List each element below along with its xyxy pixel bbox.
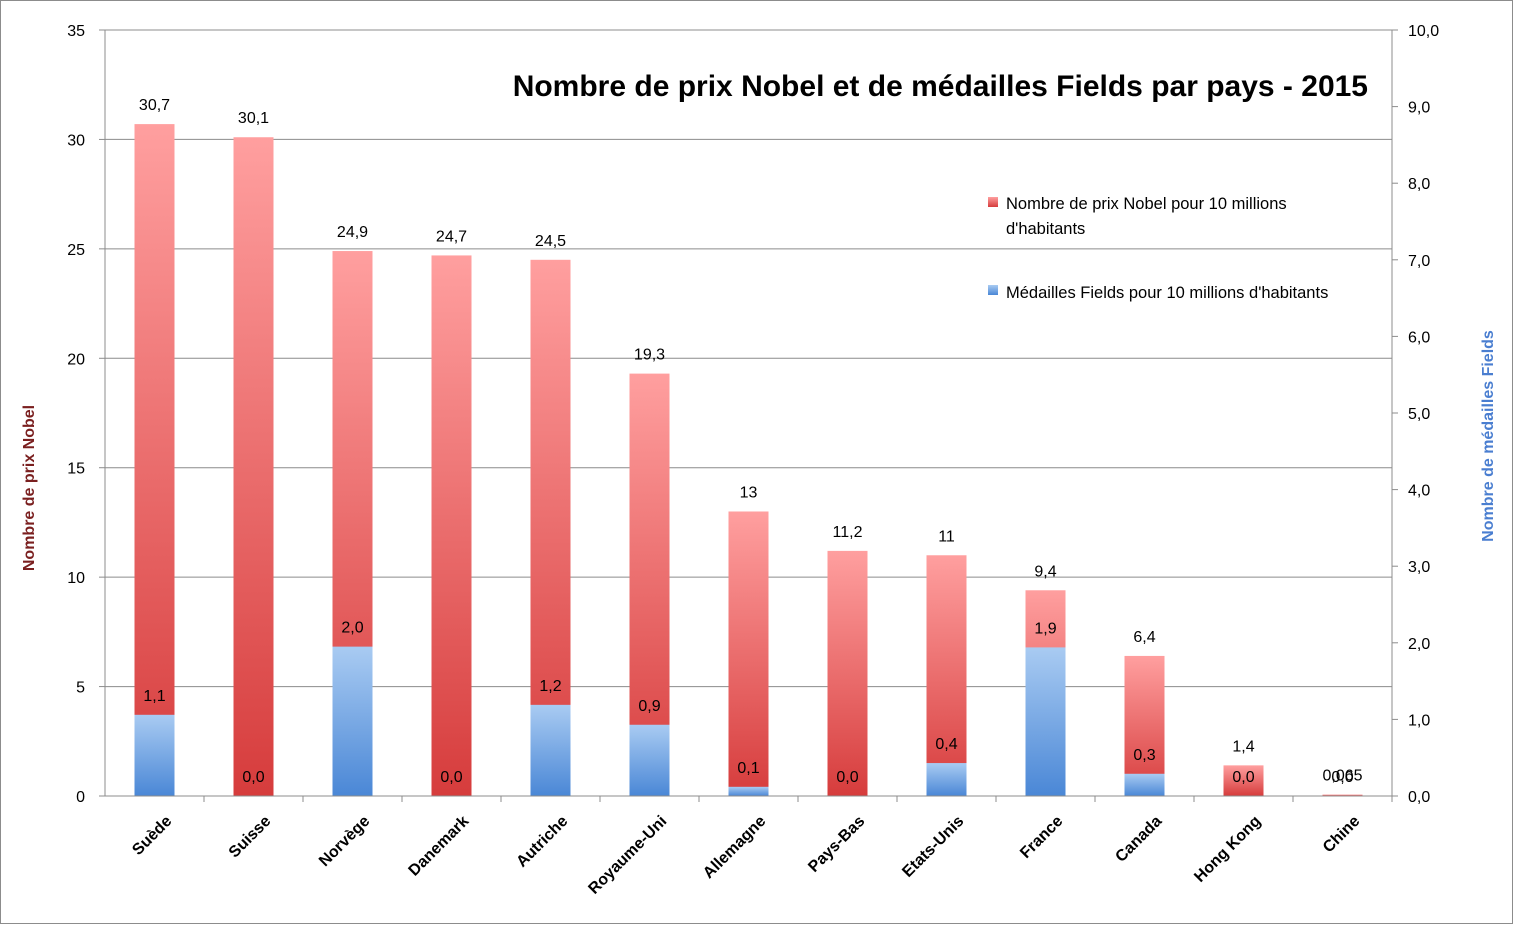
- data-label-fields: 1,1: [143, 688, 165, 705]
- bars: [134, 124, 1363, 797]
- bar-nobel: [827, 550, 868, 796]
- data-label-nobel: 13: [740, 484, 758, 501]
- y-tick-label-right: 6,0: [1408, 329, 1430, 346]
- data-label-fields: 0,0: [836, 769, 858, 786]
- bar-nobel: [134, 124, 175, 796]
- legend-swatch-fields: [988, 285, 998, 295]
- y-tick-label-left: 20: [67, 351, 85, 368]
- y-tick-label-left: 0: [76, 789, 85, 806]
- bar-fields: [926, 763, 967, 796]
- data-label-nobel: 24,7: [436, 228, 467, 245]
- data-label-nobel: 24,5: [535, 233, 566, 250]
- data-label-fields: 0,0: [1331, 769, 1353, 786]
- data-label-nobel: 9,4: [1034, 563, 1056, 580]
- data-label-nobel: 30,7: [139, 97, 170, 114]
- y-tick-label-left: 35: [67, 23, 85, 40]
- data-label-fields: 0,0: [440, 769, 462, 786]
- bar-fields: [332, 646, 373, 796]
- data-label-nobel: 24,9: [337, 224, 368, 241]
- data-label-nobel: 11: [938, 528, 955, 545]
- bar-nobel: [1223, 765, 1264, 796]
- data-label-fields: 0,1: [737, 760, 759, 777]
- bar-nobel: [1322, 794, 1363, 796]
- data-label-fields: 0,4: [935, 736, 957, 753]
- bar-nobel: [233, 137, 274, 797]
- chart-title: Nombre de prix Nobel et de médailles Fie…: [513, 70, 1368, 103]
- data-label-fields: 0,3: [1133, 747, 1155, 764]
- y-tick-label-left: 15: [67, 461, 85, 478]
- data-label-nobel: 30,1: [238, 110, 269, 127]
- bar-fields: [629, 724, 670, 796]
- data-label-nobel: 11,2: [833, 524, 863, 541]
- y-tick-label-left: 10: [67, 570, 85, 587]
- data-label-fields: 0,0: [1232, 769, 1254, 786]
- y-tick-label-right: 4,0: [1408, 483, 1430, 500]
- y-tick-label-left: 25: [67, 242, 85, 259]
- y-tick-label-right: 5,0: [1408, 406, 1430, 423]
- bar-fields: [530, 704, 571, 796]
- y-tick-label-right: 1,0: [1408, 712, 1430, 729]
- y-axis-title-right: Nombre de médailles Fields: [1480, 330, 1497, 542]
- legend: Nombre de prix Nobel pour 10 millions d'…: [988, 195, 1328, 302]
- legend-swatch-nobel: [988, 197, 998, 207]
- y-tick-label-left: 30: [67, 132, 85, 149]
- y-tick-label-right: 2,0: [1408, 636, 1430, 653]
- y-tick-label-right: 10,0: [1408, 23, 1439, 40]
- bar-fields: [1025, 647, 1066, 796]
- y-axis-title-left: Nombre de prix Nobel: [21, 405, 38, 571]
- y-tick-label-right: 8,0: [1408, 176, 1430, 193]
- data-label-fields: 2,0: [341, 620, 363, 637]
- y-tick-label-right: 9,0: [1408, 100, 1430, 117]
- data-labels: 30,7 1,1 30,1 0,0 24,9 2,0 24,7 0,0 24,5 1,2 19,3 0…: [139, 97, 1363, 786]
- bar-nobel: [1124, 655, 1165, 796]
- data-label-nobel: 1,4: [1232, 738, 1254, 755]
- bar-fields: [728, 786, 769, 796]
- bar-nobel: [431, 255, 472, 796]
- bar-nobel: [926, 555, 967, 796]
- data-label-fields: 1,2: [539, 678, 561, 695]
- y-tick-label-left: 5: [76, 680, 85, 697]
- data-label-nobel: 0,065: [1322, 768, 1362, 785]
- gridlines: [105, 29, 1392, 688]
- data-label-nobel: 6,4: [1133, 629, 1155, 646]
- y-tick-label-right: 7,0: [1408, 253, 1430, 270]
- y-tick-label-right: 3,0: [1408, 559, 1430, 576]
- bar-nobel: [728, 511, 769, 796]
- legend-label-fields: Médailles Fields pour 10 millions d'habi…: [1006, 284, 1328, 302]
- data-label-fields: 0,0: [242, 769, 264, 786]
- bar-fields: [1124, 773, 1165, 796]
- bar-fields: [134, 714, 175, 796]
- data-label-fields: 0,9: [638, 698, 660, 715]
- data-label-nobel: 19,3: [634, 347, 665, 364]
- y-tick-label-right: 0,0: [1408, 789, 1430, 806]
- data-label-fields: 1,9: [1034, 620, 1056, 637]
- legend-label-nobel: Nombre de prix Nobel pour 10 millions d'…: [1006, 195, 1291, 238]
